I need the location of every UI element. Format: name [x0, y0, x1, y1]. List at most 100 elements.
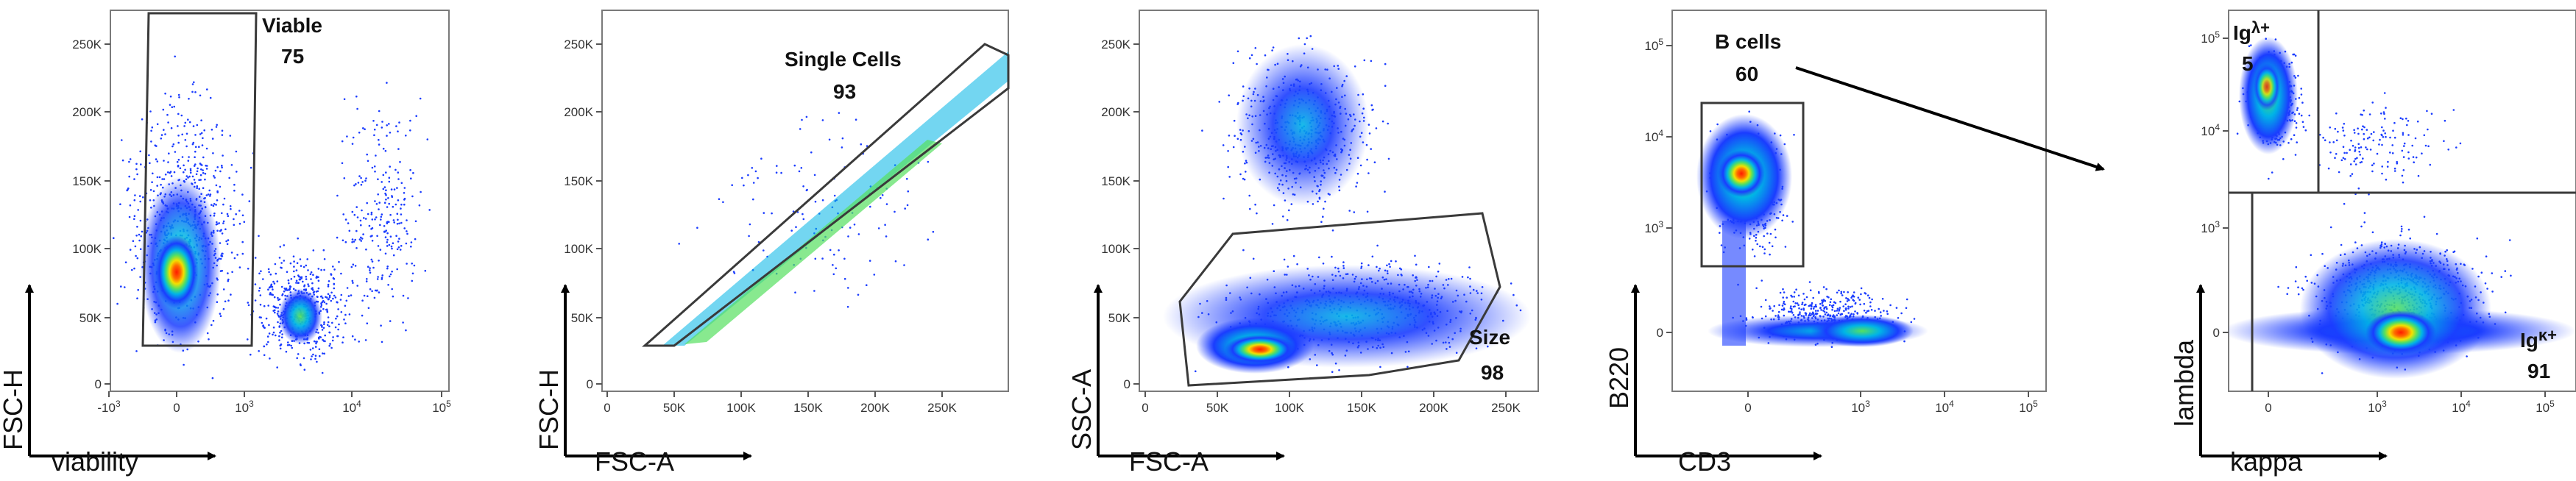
event-dot	[1816, 310, 1819, 312]
event-dot	[327, 285, 330, 288]
event-dot	[215, 184, 218, 187]
event-dot	[415, 115, 417, 117]
event-dot	[2357, 127, 2359, 129]
event-dot	[2366, 129, 2368, 131]
event-dot	[1819, 307, 1822, 309]
event-dot	[932, 230, 935, 233]
event-dot	[378, 202, 381, 204]
event-dot	[353, 240, 355, 243]
panel-2-plot-area	[601, 10, 1009, 392]
event-dot	[263, 326, 266, 329]
event-dot	[1869, 305, 1872, 307]
event-dot	[780, 171, 782, 174]
event-dot	[1256, 212, 1258, 215]
event-dot	[835, 267, 838, 270]
event-dot	[194, 134, 197, 136]
event-dot	[362, 127, 364, 129]
event-dot	[327, 316, 330, 318]
event-dot	[332, 336, 334, 338]
event-dot	[220, 229, 222, 231]
panel-4-t-cell-cloud	[1811, 315, 1914, 347]
event-dot	[188, 156, 190, 158]
event-dot	[1791, 221, 1794, 223]
event-dot	[2342, 157, 2345, 160]
event-dot	[154, 144, 157, 146]
event-dot	[388, 177, 391, 179]
event-dot	[1228, 94, 1230, 96]
event-dot	[269, 285, 272, 288]
event-dot	[177, 158, 180, 161]
event-dot	[322, 249, 325, 252]
event-dot	[2287, 287, 2290, 289]
event-dot	[263, 354, 266, 357]
panel-2-y-tick-label: 250K	[564, 38, 593, 51]
event-dot	[310, 358, 312, 360]
event-dot	[180, 114, 183, 117]
event-dot	[228, 177, 231, 179]
event-dot	[1845, 297, 1847, 299]
event-dot	[392, 254, 395, 257]
event-dot	[169, 104, 171, 106]
event-dot	[236, 254, 238, 256]
event-dot	[1371, 109, 1373, 111]
event-dot	[383, 225, 386, 227]
event-dot	[2480, 271, 2483, 274]
event-dot	[1249, 207, 1251, 210]
event-dot	[344, 313, 347, 316]
event-dot	[205, 168, 208, 170]
event-dot	[1363, 59, 1366, 62]
event-dot	[1781, 304, 1784, 307]
event-dot	[390, 245, 393, 248]
event-dot	[1428, 266, 1430, 268]
event-dot	[1201, 129, 1203, 132]
event-dot	[358, 238, 361, 240]
event-dot	[312, 249, 315, 252]
event-dot	[247, 268, 250, 270]
event-dot	[1874, 310, 1876, 312]
event-dot	[289, 285, 292, 288]
event-dot	[801, 118, 803, 121]
lambda-quadrant-percent: 5	[2242, 52, 2254, 75]
event-dot	[1846, 300, 1849, 302]
event-dot	[1801, 302, 1804, 304]
event-dot	[2365, 146, 2367, 149]
event-dot	[1309, 35, 1312, 38]
event-dot	[1822, 304, 1824, 307]
event-dot	[2396, 163, 2399, 165]
event-dot	[1881, 298, 1884, 300]
event-dot	[2335, 112, 2338, 115]
event-dot	[193, 165, 196, 167]
event-dot	[293, 266, 295, 268]
panel-5-x-tick-label: 105	[2536, 399, 2555, 415]
panel-1-x-tick-label: 0	[173, 401, 180, 415]
event-dot	[1900, 312, 1903, 315]
event-dot	[135, 168, 138, 171]
panel-1-x-tick-label: 105	[432, 399, 451, 415]
event-dot	[1841, 294, 1844, 296]
event-dot	[426, 138, 429, 140]
event-dot	[309, 273, 312, 276]
event-dot	[135, 254, 137, 257]
event-dot	[293, 260, 295, 263]
event-dot	[2382, 111, 2385, 113]
event-dot	[412, 171, 414, 174]
event-dot	[2402, 134, 2405, 136]
event-dot	[2368, 113, 2371, 115]
event-dot	[2310, 254, 2313, 257]
event-dot	[283, 244, 286, 246]
event-dot	[364, 179, 367, 182]
event-dot	[1886, 310, 1889, 313]
event-dot	[286, 344, 289, 346]
event-dot	[160, 183, 162, 186]
event-dot	[149, 162, 151, 165]
event-dot	[283, 260, 286, 262]
event-dot	[315, 291, 318, 293]
event-dot	[392, 219, 395, 221]
event-dot	[336, 301, 339, 304]
event-dot	[2393, 170, 2396, 172]
event-dot	[356, 285, 359, 287]
event-dot	[1842, 305, 1844, 307]
event-dot	[397, 130, 399, 132]
event-dot	[2391, 152, 2394, 154]
event-dot	[250, 166, 252, 169]
